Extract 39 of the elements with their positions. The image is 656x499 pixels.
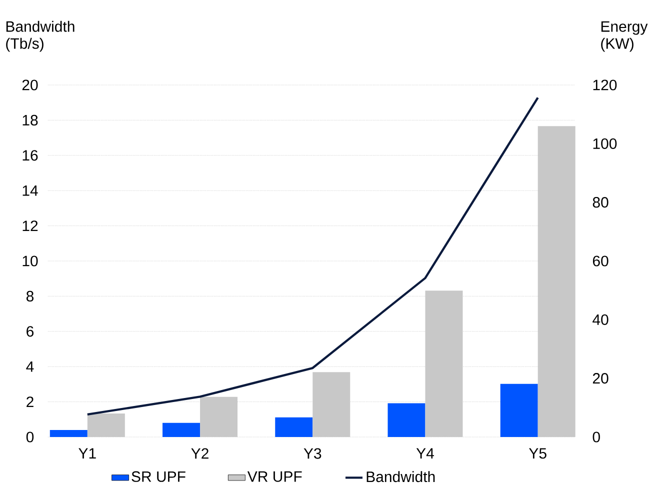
bar <box>200 396 238 437</box>
y2-tick-label: 20 <box>592 373 608 384</box>
y-tick-label: 2 <box>26 396 34 408</box>
bar <box>50 430 88 437</box>
x-tick-label: Y1 <box>78 448 96 459</box>
y2-tick-label: 60 <box>592 256 608 266</box>
legend-label: VR UPF <box>247 471 302 482</box>
x-tick-label: Y5 <box>529 448 546 459</box>
y-tick-label: 4 <box>26 361 34 372</box>
y2-axis-title: Energy (KW) <box>601 21 648 52</box>
bar <box>425 290 463 437</box>
bar <box>388 403 426 437</box>
y-tick-label: 16 <box>22 150 38 161</box>
legend-label: SR UPF <box>132 471 186 482</box>
y-tick-label: 20 <box>22 80 38 90</box>
y2-tick-label: 100 <box>593 138 617 149</box>
bar <box>162 422 200 437</box>
y2-tick-label: 80 <box>592 197 608 208</box>
y-tick-label: 0 <box>26 432 34 442</box>
y-axis-title: Bandwidth (Tb/s) <box>6 20 74 52</box>
x-tick-label: Y2 <box>191 448 208 459</box>
bar <box>538 126 576 437</box>
bar <box>87 414 125 437</box>
bar <box>275 417 313 437</box>
y-tick-label: 8 <box>26 290 34 302</box>
line-series <box>86 96 539 416</box>
y-tick-label: 12 <box>22 220 38 232</box>
legend-label: Bandwidth <box>366 471 435 482</box>
x-tick-label: Y3 <box>304 448 322 459</box>
bar <box>500 384 538 437</box>
y-tick-label: 10 <box>22 256 38 266</box>
bar <box>312 372 350 437</box>
y-tick-label: 14 <box>22 185 38 196</box>
y2-tick-label: 0 <box>592 432 600 442</box>
y-tick-label: 18 <box>22 114 38 126</box>
y2-tick-label: 120 <box>593 80 617 90</box>
x-tick-label: Y4 <box>416 448 434 459</box>
y-tick-label: 6 <box>26 326 34 337</box>
y2-tick-label: 40 <box>592 314 608 325</box>
